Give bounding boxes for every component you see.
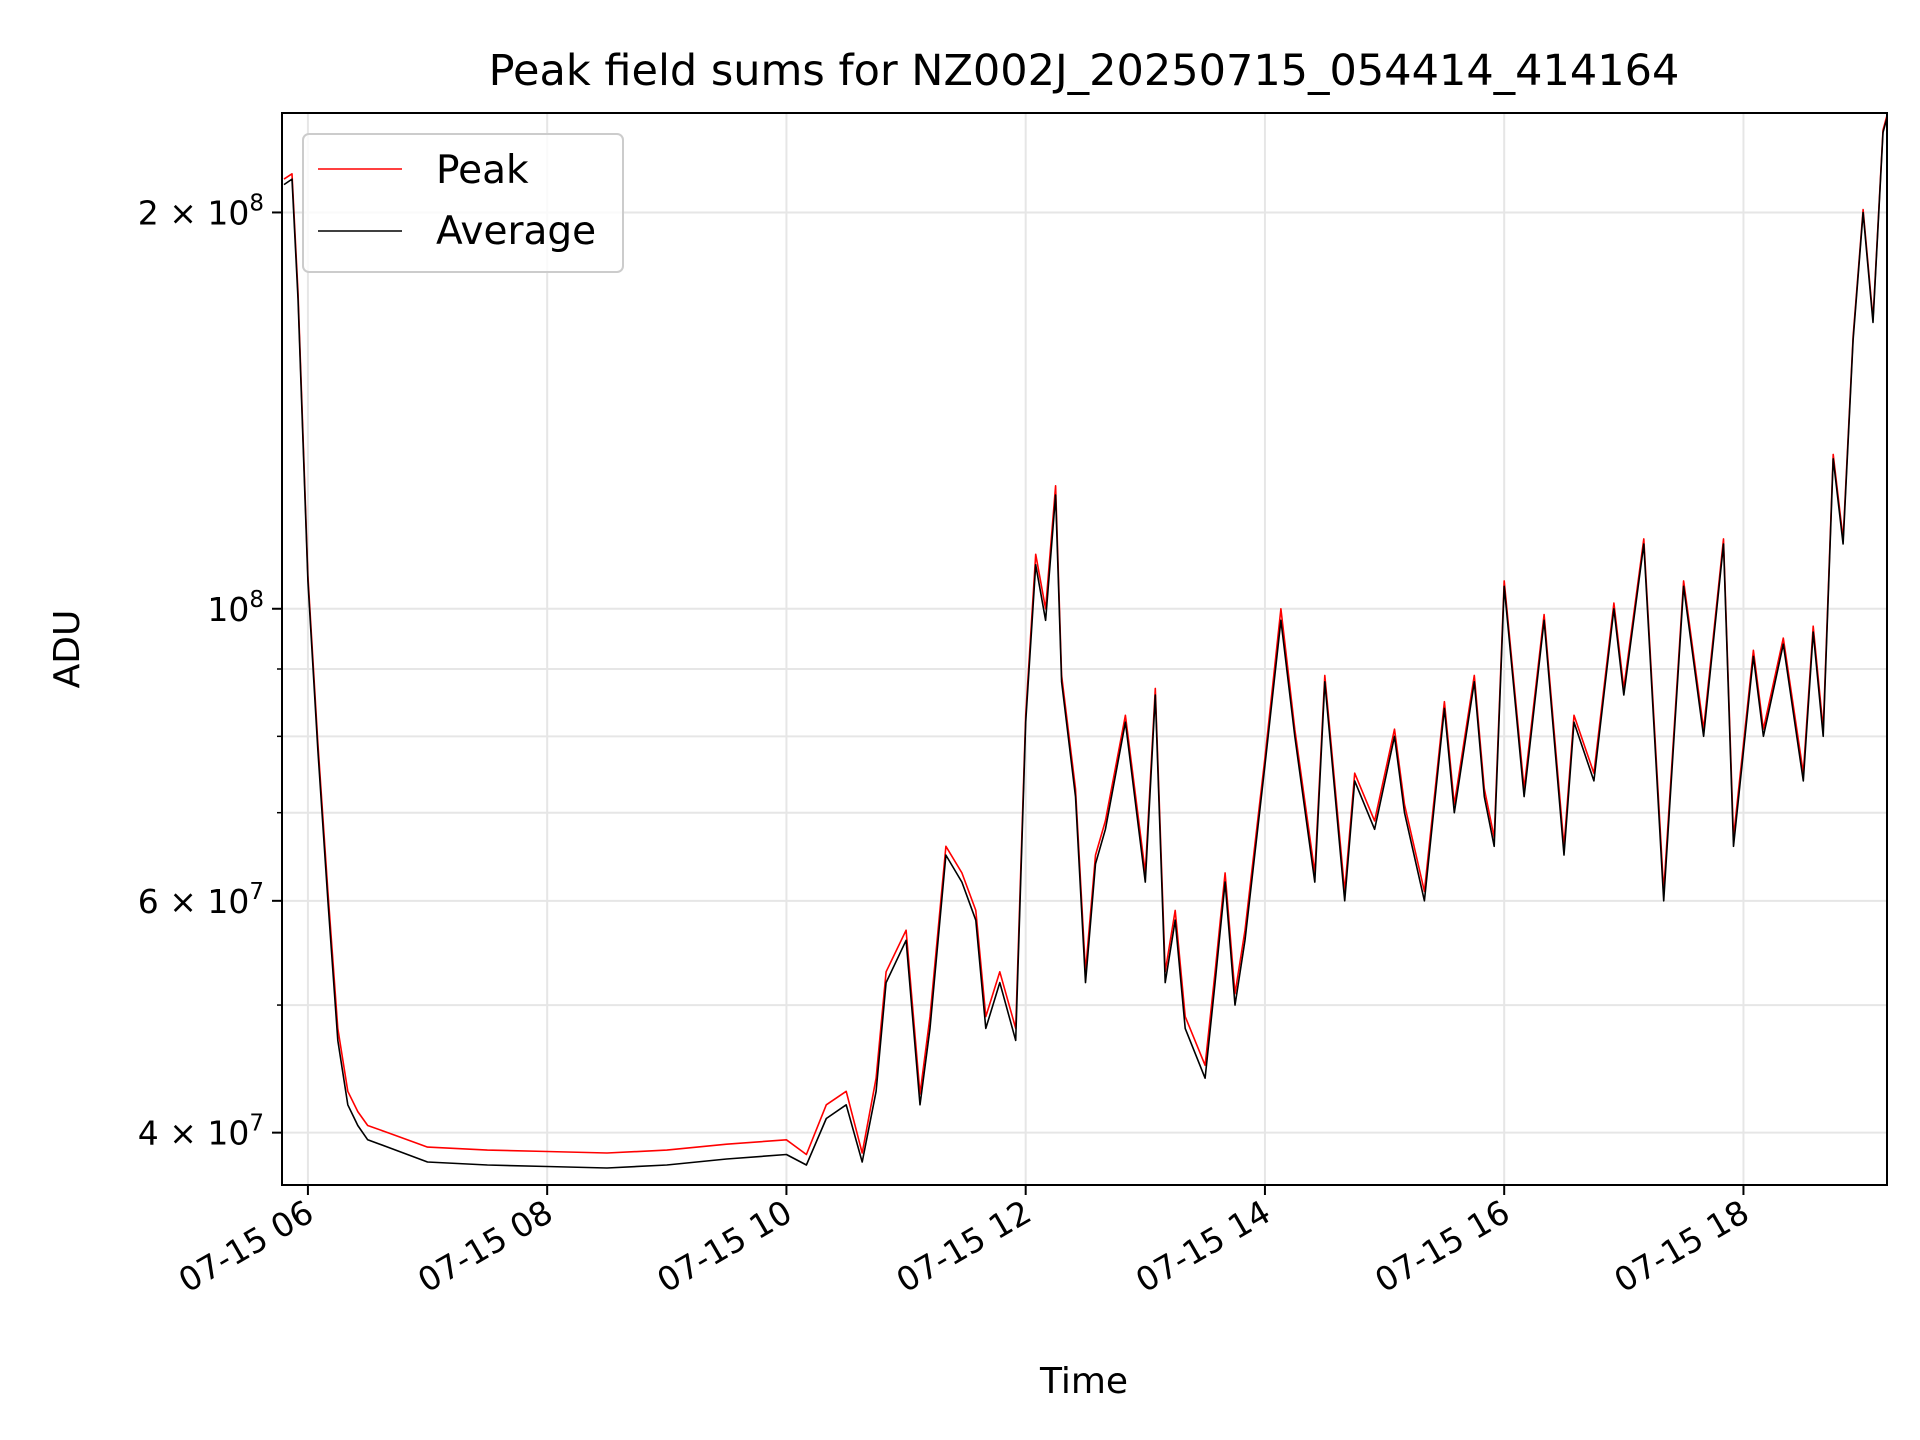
chart-title: Peak field sums for NZ002J_20250715_0544… [489,46,1680,96]
y-tick-label: 6 × 107 [138,879,264,921]
y-tick-label: 2 × 108 [138,190,264,232]
y-tick-label: 4 × 107 [138,1111,264,1153]
plot-frame [281,112,1888,1186]
y-tick-label-exponent: 7 [249,879,264,905]
y-tick-label-base: 4 × 10 [138,1114,250,1153]
legend-label-average: Average [436,209,596,254]
grid [282,113,1887,1185]
y-axis-label: ADU [47,610,88,689]
y-tick-label: 108 [207,587,264,629]
y-tick-label-exponent: 8 [249,190,264,216]
series-line-average [283,117,1888,1169]
y-tick-label-base: 2 × 10 [138,193,250,232]
y-tick-label-base: 6 × 10 [138,882,250,921]
legend: Peak Average [302,133,624,273]
x-axis-label: Time [1039,1361,1128,1402]
y-tick-label-exponent: 7 [249,1111,264,1137]
y-tick-label-base: 10 [207,590,249,629]
series-layer [283,115,1888,1169]
y-tick-label-exponent: 8 [249,587,264,613]
legend-label-peak: Peak [436,148,529,193]
